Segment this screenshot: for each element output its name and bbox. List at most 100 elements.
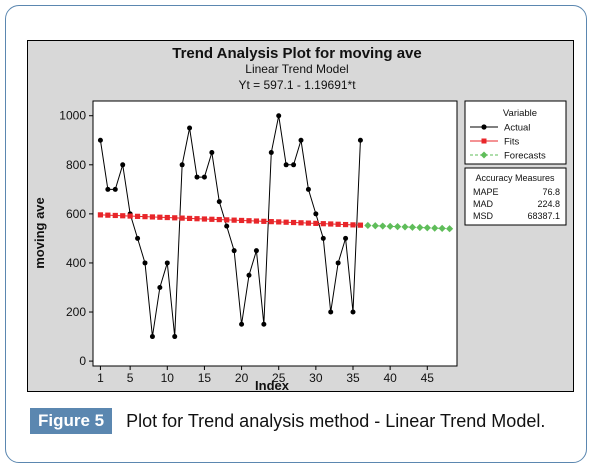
actual-point — [179, 162, 185, 168]
actual-point — [164, 260, 170, 266]
forecasts-series-line — [367, 224, 450, 230]
actual-point — [246, 272, 252, 278]
legend-forecasts-label: Forecasts — [504, 151, 546, 162]
accuracy-msd-name: MSD — [473, 211, 494, 221]
legend-fits-label: Fits — [504, 137, 520, 148]
actual-point — [253, 248, 259, 254]
forecasts-point — [371, 222, 379, 230]
actual-point — [120, 162, 126, 168]
actual-point — [261, 321, 267, 327]
actual-point — [320, 235, 326, 241]
forecasts-point — [423, 224, 431, 232]
fits-point — [328, 221, 334, 227]
accuracy-mad-name: MAD — [473, 199, 494, 209]
fits-point — [238, 217, 245, 224]
legend-forecasts-marker — [480, 151, 488, 159]
fits-point — [186, 215, 193, 222]
y-tick-label: 400 — [66, 256, 86, 270]
x-tick-label: 45 — [421, 371, 435, 385]
fits-point — [253, 218, 260, 224]
legend-box — [464, 100, 567, 165]
figure-caption: Figure 5 Plot for Trend analysis method … — [30, 408, 545, 434]
forecasts-point — [408, 223, 417, 231]
actual-point — [135, 235, 141, 241]
fits-point — [179, 215, 185, 221]
legend-title: Variable — [503, 108, 537, 119]
x-tick-label: 25 — [272, 371, 286, 385]
y-tick-label: 600 — [66, 207, 86, 221]
fits-point — [209, 216, 215, 222]
actual-point — [112, 186, 118, 192]
y-tick-label: 0 — [79, 354, 86, 368]
fits-point — [320, 221, 326, 227]
forecasts-point — [438, 224, 446, 232]
accuracy-msd-value: 68387.1 — [527, 211, 560, 221]
x-tick-label: 5 — [127, 371, 134, 385]
fits-point — [172, 215, 178, 221]
actual-point — [142, 260, 148, 266]
fits-point — [298, 220, 304, 226]
accuracy-title: Accuracy Measures — [475, 173, 555, 183]
fits-point — [342, 221, 349, 228]
fits-point — [224, 217, 230, 223]
trend-chart: Trend Analysis Plot for moving ave Linea… — [32, 45, 567, 392]
x-tick-label: 40 — [383, 371, 397, 385]
legend-fits-marker — [481, 138, 487, 144]
figure-caption-text: Plot for Trend analysis method - Linear … — [126, 410, 546, 431]
actual-point — [268, 150, 274, 156]
actual-point — [328, 309, 334, 315]
fits-point — [305, 220, 312, 226]
fits-point — [112, 212, 118, 219]
figure-label: Figure 5 — [30, 408, 113, 434]
fits-point — [216, 216, 222, 223]
fits-point — [290, 219, 297, 226]
y-tick-label: 200 — [66, 305, 86, 319]
fits-point — [157, 214, 163, 220]
actual-series-line — [99, 115, 361, 337]
fits-point — [201, 216, 208, 222]
actual-point — [172, 334, 178, 340]
x-tick-label: 35 — [346, 371, 360, 385]
actual-point — [291, 162, 297, 168]
y-tick-label: 800 — [66, 158, 86, 172]
actual-point — [276, 113, 282, 119]
x-axis-label: Index — [255, 378, 290, 392]
fits-point — [335, 221, 341, 227]
actual-point — [283, 162, 289, 168]
forecasts-point — [386, 222, 394, 230]
actual-point — [209, 150, 215, 156]
forecasts-point — [393, 223, 402, 231]
fits-point — [164, 214, 170, 221]
forecasts-point — [379, 222, 387, 230]
fits-point — [134, 213, 141, 219]
chart-title: Trend Analysis Plot for moving ave — [172, 45, 422, 62]
legend-actual-label: Actual — [504, 123, 530, 134]
forecasts-point — [364, 221, 372, 230]
fits-point — [231, 217, 237, 223]
actual-point — [201, 174, 207, 180]
x-tick-label: 20 — [235, 371, 249, 385]
fits-point — [261, 218, 267, 224]
actual-point — [224, 223, 230, 229]
actual-point — [194, 174, 200, 180]
x-tick-label: 1 — [97, 371, 104, 385]
y-axis-label: moving ave — [32, 197, 47, 269]
actual-point — [313, 211, 319, 217]
accuracy-mape-value: 76.8 — [542, 187, 560, 197]
x-tick-label: 15 — [198, 371, 212, 385]
y-tick-label: 1000 — [59, 109, 86, 123]
fits-point — [97, 212, 104, 218]
fits-point — [313, 220, 319, 226]
actual-point — [335, 260, 341, 266]
actual-point — [231, 248, 237, 254]
accuracy-mad-value: 224.8 — [537, 199, 560, 209]
accuracy-mape-name: MAPE — [473, 187, 499, 197]
actual-point — [305, 186, 311, 192]
actual-point — [105, 186, 111, 192]
fits-point — [268, 219, 274, 225]
x-tick-label: 10 — [161, 371, 175, 385]
series-layer — [97, 113, 454, 340]
fits-point — [283, 219, 289, 225]
plot-area — [92, 100, 458, 367]
